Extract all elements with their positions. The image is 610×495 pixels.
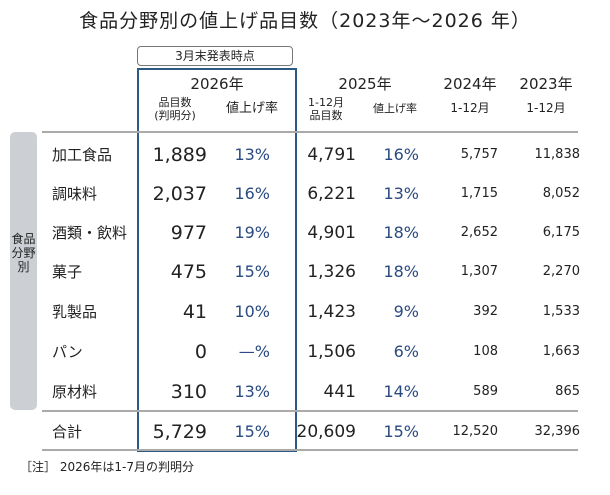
side-label-bar bbox=[10, 132, 37, 410]
cell-n2025: 20,609 bbox=[296, 422, 356, 442]
header-divider bbox=[42, 131, 578, 133]
table-row: 酒類・飲料 977 19% 4,901 18% 2,652 6,175 bbox=[0, 214, 610, 252]
total-divider bbox=[42, 410, 578, 412]
cell-n2023: 1,533 bbox=[542, 304, 580, 319]
header-2023: 2023年 bbox=[519, 75, 573, 93]
cell-p2025: 15% bbox=[383, 422, 419, 441]
cell-n2023: 1,663 bbox=[542, 344, 580, 359]
cell-p2025: 18% bbox=[383, 262, 419, 281]
cell-n2026: 2,037 bbox=[152, 183, 207, 205]
cell-p2026: 15% bbox=[234, 262, 270, 281]
cell-n2023: 8,052 bbox=[542, 186, 580, 201]
cell-p2026: 13% bbox=[234, 145, 270, 164]
cell-n2023: 865 bbox=[555, 384, 580, 399]
cell-n2025: 1,326 bbox=[307, 262, 356, 282]
cell-n2024: 1,715 bbox=[460, 186, 498, 201]
footnote: ［注］ 2026年は1-7月の判明分 bbox=[20, 460, 194, 474]
header-2024: 2024年 bbox=[443, 75, 497, 93]
cell-n2025: 1,506 bbox=[307, 342, 356, 362]
cell-n2023: 11,838 bbox=[534, 147, 581, 162]
table-row: 乳製品 41 10% 1,423 9% 392 1,533 bbox=[0, 293, 610, 331]
side-label: 食品分野別 bbox=[11, 232, 36, 274]
cell-n2026: 1,889 bbox=[152, 144, 207, 166]
header-2026: 2026年 bbox=[190, 75, 244, 93]
subheader-2026-count: 品目数 (判明分) bbox=[154, 96, 196, 122]
cell-category: パン bbox=[52, 343, 83, 361]
cell-category: 酒類・飲料 bbox=[52, 224, 128, 242]
table-row: パン 0 —% 1,506 6% 108 1,663 bbox=[0, 333, 610, 371]
cell-p2026: 13% bbox=[234, 382, 270, 401]
cell-n2024: 589 bbox=[473, 384, 498, 399]
cell-n2026: 475 bbox=[170, 261, 207, 283]
cell-n2025: 4,791 bbox=[307, 145, 356, 165]
cell-n2023: 2,270 bbox=[542, 264, 580, 279]
cell-category: 加工食品 bbox=[52, 146, 113, 164]
cell-p2025: 9% bbox=[393, 302, 419, 321]
cell-n2026: 977 bbox=[170, 222, 207, 244]
page-title: 食品分野別の値上げ品目数（2023年～2026 年） bbox=[79, 10, 531, 32]
cell-p2025: 14% bbox=[383, 382, 419, 401]
header-2025: 2025年 bbox=[338, 75, 392, 93]
cell-n2024: 1,307 bbox=[460, 264, 498, 279]
cell-p2025: 16% bbox=[383, 145, 419, 164]
subheader-2025-count: 1-12月 品目数 bbox=[308, 96, 344, 122]
table-row: 原材料 310 13% 441 14% 589 865 bbox=[0, 373, 610, 411]
cell-n2023: 32,396 bbox=[534, 424, 581, 439]
cell-category: 菓子 bbox=[52, 263, 83, 281]
cell-p2026: —% bbox=[238, 342, 270, 361]
table-row: 加工食品 1,889 13% 4,791 16% 5,757 11,838 bbox=[0, 136, 610, 174]
highlight-2026-box bbox=[137, 68, 297, 452]
total-row: 合計 5,729 15% 20,609 15% 12,520 32,396 bbox=[0, 413, 610, 451]
cell-p2026: 10% bbox=[234, 302, 270, 321]
cell-n2025: 6,221 bbox=[307, 184, 356, 204]
cell-category: 乳製品 bbox=[52, 303, 98, 321]
cell-category: 調味料 bbox=[52, 185, 98, 203]
cell-n2026: 5,729 bbox=[152, 421, 207, 443]
cell-n2024: 12,520 bbox=[452, 424, 499, 439]
cell-p2026: 19% bbox=[234, 223, 270, 242]
cell-n2024: 5,757 bbox=[460, 147, 498, 162]
cell-n2025: 1,423 bbox=[307, 302, 356, 322]
cell-p2025: 6% bbox=[393, 342, 419, 361]
cell-n2024: 392 bbox=[473, 304, 498, 319]
cell-p2025: 18% bbox=[383, 223, 419, 242]
cell-n2023: 6,175 bbox=[542, 225, 580, 240]
cell-n2026: 41 bbox=[182, 301, 207, 323]
subheader-2026-rate: 値上げ率 bbox=[225, 101, 278, 116]
cell-p2026: 15% bbox=[234, 422, 270, 441]
cell-n2024: 2,652 bbox=[460, 225, 498, 240]
cell-n2026: 310 bbox=[170, 381, 207, 403]
subheader-2025-rate: 値上げ率 bbox=[373, 102, 417, 115]
cell-category: 原材料 bbox=[52, 383, 98, 401]
bottom-divider bbox=[42, 449, 578, 451]
cell-n2026: 0 bbox=[194, 341, 207, 363]
table-row: 菓子 475 15% 1,326 18% 1,307 2,270 bbox=[0, 253, 610, 291]
cell-p2026: 16% bbox=[234, 184, 270, 203]
subheader-2024: 1-12月 bbox=[450, 101, 490, 115]
table-row: 調味料 2,037 16% 6,221 13% 1,715 8,052 bbox=[0, 175, 610, 213]
cell-n2025: 441 bbox=[323, 382, 356, 402]
cell-n2024: 108 bbox=[473, 344, 498, 359]
cell-n2025: 4,901 bbox=[307, 223, 356, 243]
subheader-2023: 1-12月 bbox=[526, 101, 566, 115]
cell-category: 合計 bbox=[52, 423, 83, 441]
as-of-badge: 3月末発表時点 bbox=[137, 46, 293, 66]
cell-p2025: 13% bbox=[383, 184, 419, 203]
